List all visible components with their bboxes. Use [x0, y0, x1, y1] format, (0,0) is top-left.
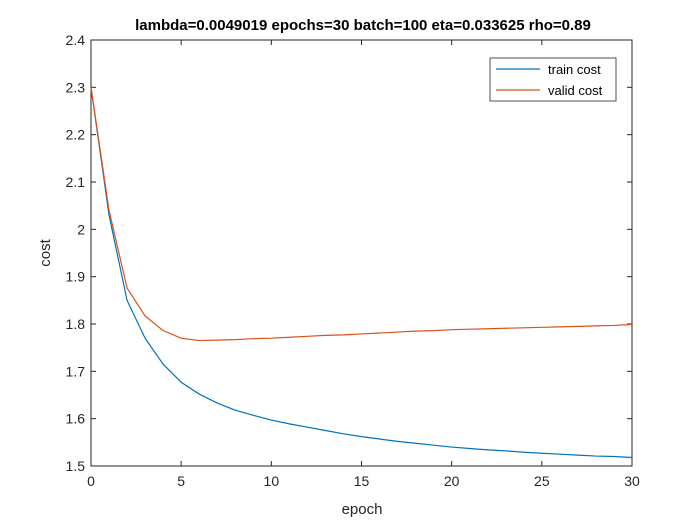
y-tick-label: 1.9 [66, 269, 86, 285]
y-tick-label: 2 [77, 221, 85, 237]
axis-ticks: 0 5 10 15 20 25 30 1.5 1.6 1.7 1.8 1.9 2 2.1 2.2 2.3 2.4 [66, 32, 640, 489]
legend-label-valid-cost: valid cost [548, 83, 603, 98]
y-tick-label: 1.5 [66, 458, 86, 474]
x-axis-label: epoch [342, 501, 383, 518]
x-tick-label: 10 [264, 473, 280, 489]
y-tick-label: 2.2 [66, 127, 86, 143]
x-tick-label: 15 [354, 473, 370, 489]
chart-title: lambda=0.0049019 epochs=30 batch=100 eta… [135, 17, 591, 34]
y-tick-label: 2.1 [66, 174, 86, 190]
plot-area [90, 39, 633, 467]
legend-label-train-cost: train cost [548, 62, 601, 77]
x-tick-label: 20 [444, 473, 460, 489]
x-tick-label: 5 [177, 473, 185, 489]
y-tick-label: 2.4 [66, 32, 86, 48]
y-tick-label: 2.3 [66, 79, 86, 95]
legend: train cost valid cost [489, 57, 617, 102]
y-axis-label: cost [37, 238, 54, 266]
y-tick-label: 1.8 [66, 316, 86, 332]
x-tick-label: 0 [87, 473, 95, 489]
y-tick-label: 1.7 [66, 363, 86, 379]
legend-box [489, 57, 617, 102]
y-tick-label: 1.6 [66, 411, 86, 427]
series-line-train-cost [90, 87, 633, 459]
x-tick-label: 30 [624, 473, 640, 489]
series-group [90, 87, 633, 459]
x-tick-label: 25 [534, 473, 550, 489]
series-line-valid-cost [90, 87, 633, 342]
